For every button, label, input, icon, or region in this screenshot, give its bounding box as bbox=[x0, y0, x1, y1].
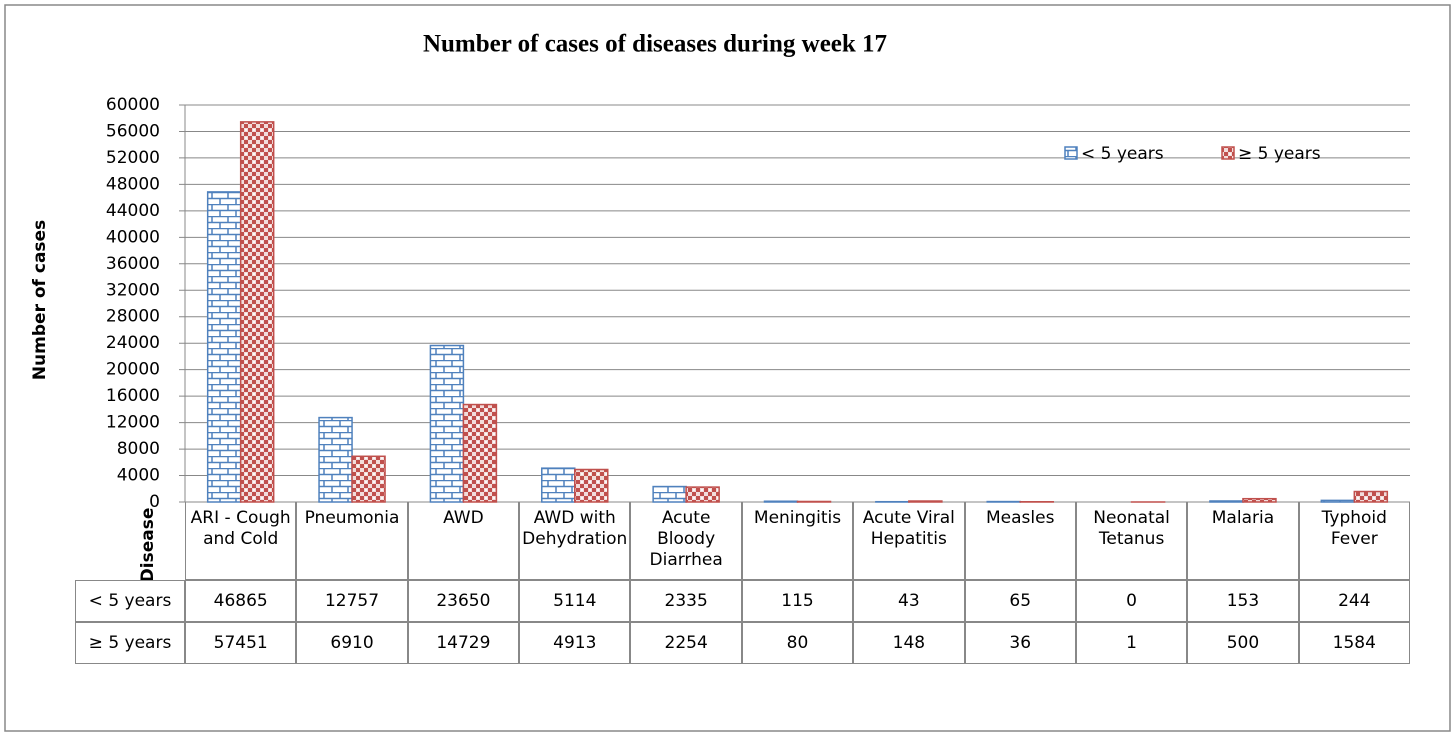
table-cell: 2254 bbox=[630, 622, 742, 664]
x-axis-title: Disease bbox=[138, 508, 158, 583]
bar bbox=[239, 121, 275, 503]
table-cell: 65 bbox=[964, 580, 1076, 622]
table-cell: 0 bbox=[1075, 580, 1188, 622]
x-tick-label: Pneumonia bbox=[296, 502, 408, 580]
row-header: ≥ 5 years bbox=[75, 622, 185, 664]
bar bbox=[1242, 497, 1277, 503]
bar bbox=[206, 191, 242, 503]
table-cell: 148 bbox=[853, 622, 965, 664]
legend-swatch bbox=[1064, 146, 1078, 160]
table-cell: 153 bbox=[1187, 580, 1299, 622]
x-tick-label: Acute Bloody Diarrhea bbox=[630, 502, 742, 580]
bar bbox=[685, 486, 720, 503]
table-cell: 5114 bbox=[519, 580, 631, 622]
legend-swatch bbox=[1221, 146, 1235, 160]
y-tick-label: 32000 bbox=[106, 280, 160, 300]
y-tick-label: 44000 bbox=[106, 201, 160, 221]
bar bbox=[541, 467, 576, 503]
table-cell: 46865 bbox=[185, 580, 297, 622]
row-header: < 5 years bbox=[75, 580, 185, 622]
table-cell: 2335 bbox=[630, 580, 742, 622]
x-tick-label: Typhoid Fever bbox=[1298, 502, 1410, 580]
chart-title: Number of cases of diseases during week … bbox=[423, 31, 887, 58]
bar bbox=[796, 500, 832, 503]
x-tick-label: AWD bbox=[407, 502, 520, 580]
x-tick-label: ARI - Cough and Cold bbox=[185, 502, 297, 580]
table-cell: 244 bbox=[1298, 580, 1410, 622]
y-tick-label: 16000 bbox=[106, 386, 160, 406]
bar bbox=[652, 485, 687, 503]
table-cell: 12757 bbox=[296, 580, 408, 622]
y-tick-label: 56000 bbox=[106, 121, 160, 141]
y-tick-label: 28000 bbox=[106, 307, 160, 327]
table-cell: 80 bbox=[741, 622, 854, 664]
legend-label: ≥ 5 years bbox=[1238, 144, 1321, 164]
table-cell: 1 bbox=[1075, 622, 1188, 664]
table-cell: 43 bbox=[853, 580, 965, 622]
x-tick-label: Neonatal Tetanus bbox=[1075, 502, 1188, 580]
table-cell: 1584 bbox=[1298, 622, 1410, 664]
table-cell: 36 bbox=[964, 622, 1076, 664]
y-tick-label: 4000 bbox=[117, 466, 160, 486]
table-cell: 23650 bbox=[407, 580, 520, 622]
x-tick-label: Malaria bbox=[1187, 502, 1299, 580]
y-tick-label: 36000 bbox=[106, 254, 160, 274]
table-cell: 14729 bbox=[407, 622, 520, 664]
legend-label: < 5 years bbox=[1081, 144, 1164, 164]
y-tick-label: 12000 bbox=[106, 413, 160, 433]
table-cell: 6910 bbox=[296, 622, 408, 664]
bar bbox=[574, 468, 609, 503]
y-tick-label: 52000 bbox=[106, 148, 160, 168]
y-tick-label: 24000 bbox=[106, 333, 160, 353]
table-cell: 4913 bbox=[519, 622, 631, 664]
y-tick-label: 40000 bbox=[106, 227, 160, 247]
bar bbox=[462, 403, 498, 503]
table-cell: 500 bbox=[1187, 622, 1299, 664]
y-tick-label: 8000 bbox=[117, 439, 160, 459]
y-tick-label: 48000 bbox=[106, 174, 160, 194]
x-tick-label: Acute Viral Hepatitis bbox=[853, 502, 965, 580]
y-tick-label: 0 bbox=[149, 492, 160, 512]
y-axis-title: Number of cases bbox=[30, 220, 50, 380]
bar bbox=[351, 455, 386, 503]
bar bbox=[908, 500, 943, 503]
table-cell: 57451 bbox=[185, 622, 297, 664]
bar bbox=[429, 344, 465, 503]
x-tick-label: Measles bbox=[964, 502, 1076, 580]
bar bbox=[318, 416, 353, 503]
y-tick-label: 20000 bbox=[106, 360, 160, 380]
table-cell: 115 bbox=[741, 580, 854, 622]
y-tick-label: 60000 bbox=[106, 95, 160, 115]
x-tick-label: AWD with Dehydration bbox=[519, 502, 631, 580]
x-tick-label: Meningitis bbox=[741, 502, 854, 580]
bar bbox=[1353, 490, 1389, 503]
chart-border bbox=[4, 4, 1451, 732]
